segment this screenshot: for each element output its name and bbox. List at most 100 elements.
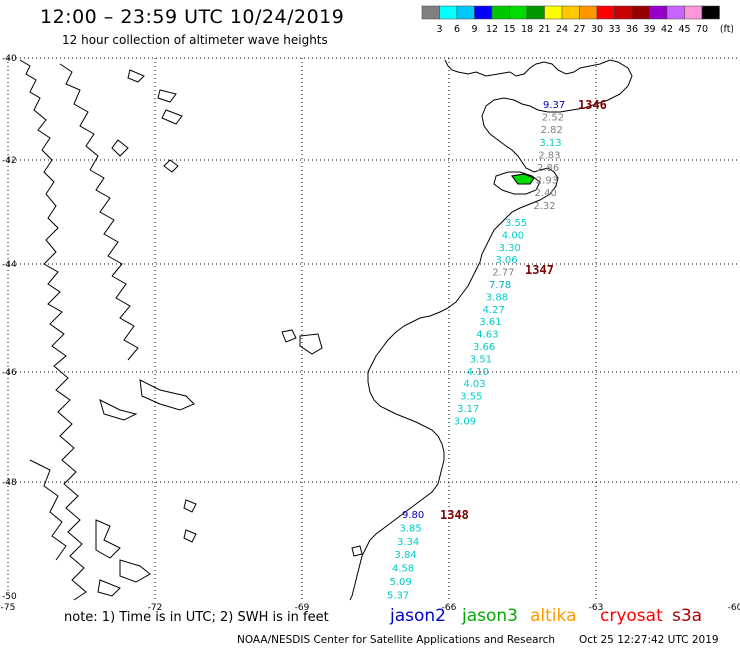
colorbar-unit: (ft) [720, 24, 733, 35]
coastline-segment [349, 59, 633, 601]
longitude-label: -63 [589, 603, 604, 613]
colorbar-tick-label: 15 [503, 24, 515, 35]
wave-height-value: 2.52 [542, 113, 564, 124]
wave-height-value: 3.34 [397, 537, 419, 548]
longitude-label: -69 [295, 603, 310, 613]
coastline-segment [119, 559, 151, 583]
chart-subtitle: 12 hour collection of altimeter wave hei… [62, 33, 328, 47]
color-scale-legend: 3 6 9 12 15 18 21 24 27 30 33 36 39 42 45 70 (ft) [421, 5, 733, 35]
pass-number-label: 1347 [525, 263, 554, 277]
wave-height-value: 3.13 [539, 138, 561, 149]
wave-height-value: 4.03 [463, 379, 485, 390]
credit-text: NOAA/NESDIS Center for Satellite Applica… [237, 634, 555, 646]
legend-item-jason2: jason2 [390, 606, 446, 626]
wave-height-value: 5.37 [387, 590, 409, 601]
coastline-segment [183, 499, 197, 513]
coastline [19, 59, 633, 601]
colorbar-tick-label: 3 [436, 24, 442, 35]
colorbar-tick-label: 30 [591, 24, 603, 35]
lat-lon-grid [7, 57, 738, 600]
wave-height-value: 2.93 [536, 176, 558, 187]
coastline-segment [111, 275, 139, 361]
colorbar-tick-label: 12 [486, 24, 498, 35]
latitude-label: -42 [2, 156, 17, 166]
wave-height-value: 5.09 [390, 577, 412, 588]
colorbar-tick-label: 45 [678, 24, 690, 35]
longitude-label: -72 [148, 603, 163, 613]
colorbar-tick-label: 9 [471, 24, 477, 35]
chart-title: 12:00 – 23:59 UTC 10/24/2019 [40, 6, 345, 28]
units-note: note: 1) Time is in UTC; 2) SWH is in fe… [64, 610, 329, 625]
latitude-label: -44 [2, 260, 17, 270]
coastline-segment [95, 519, 121, 559]
wave-height-value: 9.37 [543, 100, 565, 111]
timestamp-text: Oct 25 12:27:42 UTC 2019 [579, 634, 719, 646]
colorbar-tick-label: 24 [556, 24, 568, 35]
wave-height-value: 3.85 [400, 523, 422, 534]
coastline-segment [127, 69, 145, 83]
wave-height-value: 2.86 [537, 163, 559, 174]
colorbar-tick-label: 27 [573, 24, 585, 35]
wave-height-value: 4.58 [392, 564, 414, 575]
wave-height-value: 2.40 [535, 188, 557, 199]
colorbar-tick-label: 70 [696, 24, 708, 35]
wave-height-value: 4.10 [467, 367, 489, 378]
longitude-label: -60 [728, 603, 740, 613]
legend-item-cryosat: cryosat [600, 606, 663, 626]
colorbar-swatch [701, 5, 720, 20]
wave-height-value: 3.17 [457, 404, 479, 415]
latitude-label: -50 [2, 592, 17, 602]
coastline-segment [183, 529, 197, 543]
longitude-label: -75 [1, 603, 16, 613]
wave-height-value: 4.00 [502, 230, 524, 241]
colorbar-tick-label: 21 [538, 24, 550, 35]
wave-height-value: 7.78 [489, 280, 511, 291]
latitude-label: -48 [2, 478, 17, 488]
pass-number-label: 1346 [578, 98, 607, 112]
axis-labels: -40 -42 -44 -46 -48 -50-75 -72 -69 -66 -63 -60 [1, 54, 740, 613]
colorbar-tick-label: 36 [626, 24, 638, 35]
wave-height-readings: 9.37 2.522.82 3.132.83 2.86 2.932.40 2.32 3.55… [387, 98, 607, 601]
coastline-segment [97, 579, 121, 597]
wave-height-value: 3.88 [486, 292, 508, 303]
colorbar-tick-label: 33 [608, 24, 620, 35]
coastline-segment [161, 109, 183, 125]
latitude-label: -46 [2, 368, 17, 378]
legend-item-s3a: s3a [672, 606, 703, 626]
wave-height-value: 3.66 [473, 342, 495, 353]
longitude-label: -66 [442, 603, 457, 613]
coastline-segment [19, 59, 87, 601]
wave-height-value: 2.77 [492, 268, 514, 279]
wave-height-value: 3.55 [460, 392, 482, 403]
wave-height-value: 4.63 [476, 330, 498, 341]
coastline-segment [157, 89, 177, 103]
wave-height-value: 3.30 [499, 243, 521, 254]
wave-height-value: 4.27 [483, 305, 505, 316]
latitude-label: -40 [2, 54, 17, 64]
colorbar-tick-label: 6 [454, 24, 460, 35]
coastline-segment [493, 171, 541, 195]
wave-height-value: 2.32 [533, 201, 555, 212]
wave-height-value: 3.06 [495, 255, 517, 266]
wave-height-value: 3.84 [395, 550, 417, 561]
coastline-segment [139, 379, 195, 411]
coastline-segment [99, 399, 138, 421]
coastline-segment [163, 159, 179, 173]
coastline-segment [299, 333, 323, 355]
wave-height-value: 2.82 [541, 125, 563, 136]
wave-height-value: 9.80 [402, 510, 424, 521]
highlight-shallow-area [511, 173, 535, 185]
legend-item-altika: altika [530, 606, 577, 626]
coastline-segment [29, 459, 67, 561]
coastline-segment [111, 139, 129, 157]
coastline-segment [281, 329, 297, 343]
colorbar-tick-label: 42 [661, 24, 673, 35]
wave-height-value: 3.09 [454, 416, 476, 427]
coastline-segment [59, 63, 99, 171]
wave-height-value: 3.55 [505, 218, 527, 229]
coastline-segment [351, 545, 363, 557]
wave-height-value: 3.51 [470, 354, 492, 365]
pass-number-label: 1348 [440, 508, 469, 522]
colorbar-tick-label: 18 [521, 24, 533, 35]
